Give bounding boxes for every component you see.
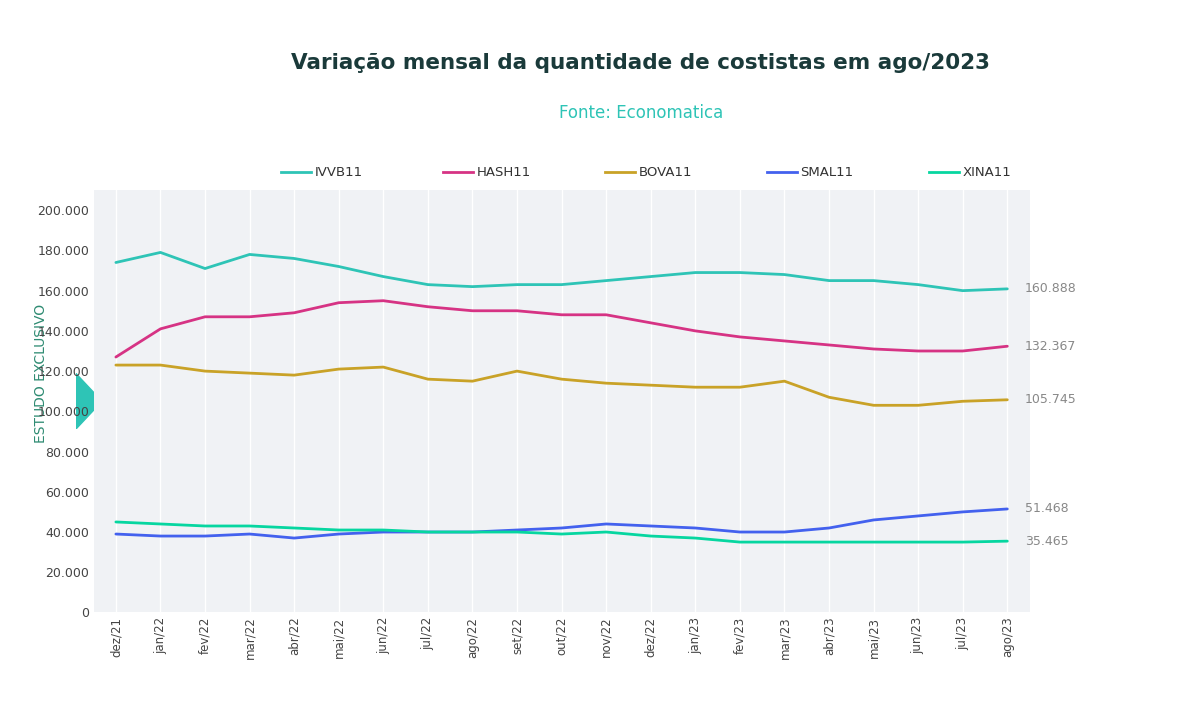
Text: IVVB11: IVVB11 (314, 166, 362, 179)
Text: HASH11: HASH11 (476, 166, 530, 179)
Text: €: € (35, 61, 47, 80)
Text: 160.888: 160.888 (1025, 282, 1076, 296)
Text: Variação mensal da quantidade de costistas em ago/2023: Variação mensal da quantidade de costist… (292, 54, 990, 73)
Polygon shape (76, 373, 102, 429)
Text: 35.465: 35.465 (1025, 534, 1069, 548)
Text: BOVA11: BOVA11 (638, 166, 692, 179)
Text: 132.367: 132.367 (1025, 340, 1076, 353)
Text: XINA11: XINA11 (962, 166, 1012, 179)
Text: ESTUDO EXCLUSIVO: ESTUDO EXCLUSIVO (34, 303, 48, 443)
Text: 105.745: 105.745 (1025, 394, 1076, 406)
Text: Fonte: Economatica: Fonte: Economatica (559, 103, 722, 122)
Text: 51.468: 51.468 (1025, 503, 1069, 515)
Text: SMAL11: SMAL11 (800, 166, 853, 179)
